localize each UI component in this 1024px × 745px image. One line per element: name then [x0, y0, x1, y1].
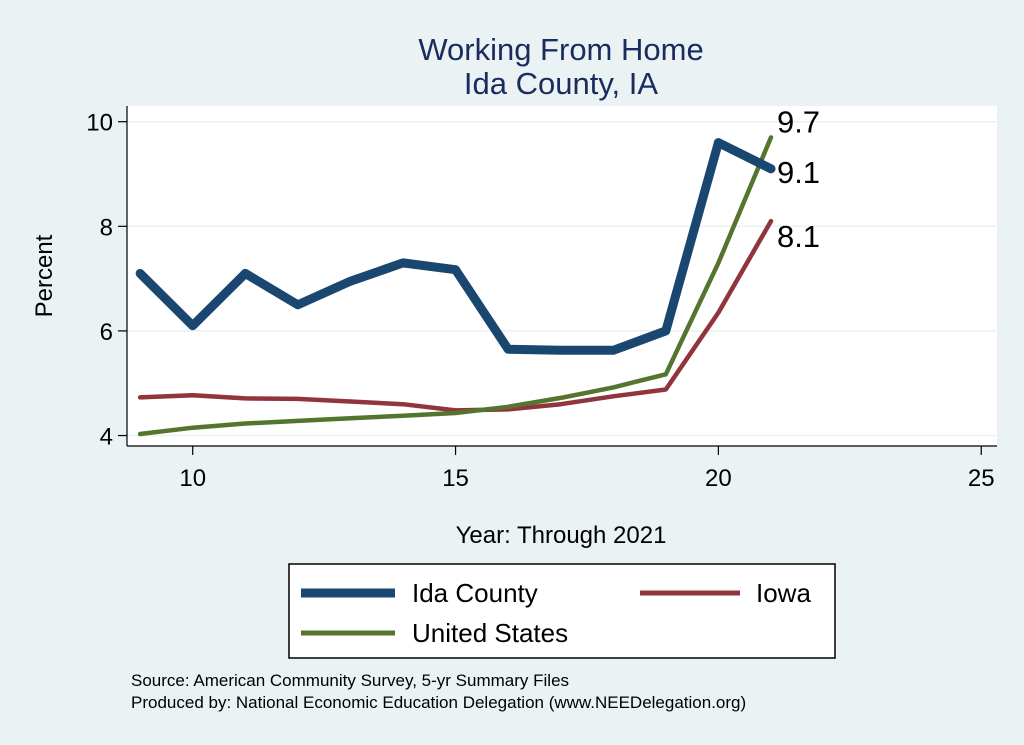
end-label-ida-county: 9.1 [777, 155, 820, 190]
x-tick-label: 10 [179, 465, 206, 492]
y-tick-label: 6 [100, 319, 113, 346]
axes: 4 6 8 10 10 15 20 25 [86, 106, 997, 492]
x-tick-label: 15 [442, 465, 469, 492]
chart-title-line-1: Working From Home [418, 32, 703, 67]
legend-box [288, 563, 836, 659]
gridlines [127, 120, 997, 437]
y-axis-label: Percent [31, 234, 58, 317]
source-note: Source: American Community Survey, 5-yr … [131, 671, 569, 690]
legend-label-united-states: United States [412, 618, 568, 648]
x-tick-label: 20 [705, 465, 732, 492]
y-tick-label: 10 [86, 110, 113, 137]
series-lines [135, 135, 776, 437]
x-tick-label: 25 [968, 465, 995, 492]
legend-label-iowa: Iowa [756, 578, 811, 608]
producer-note: Produced by: National Economic Education… [131, 693, 746, 712]
series-line-iowa [137, 218, 774, 413]
y-tick-label: 4 [100, 424, 113, 451]
chart-title-line-2: Ida County, IA [464, 66, 658, 101]
end-label-iowa: 8.1 [777, 219, 820, 254]
legend-label-ida-county: Ida County [412, 578, 538, 608]
series-line-united-states [137, 135, 774, 437]
end-labels: 9.1 8.1 9.7 [777, 104, 820, 254]
series-line-ida-county [135, 138, 776, 355]
end-label-united-states: 9.7 [777, 104, 820, 139]
plot-area [127, 106, 997, 446]
legend: Ida County Iowa United States [288, 563, 836, 659]
x-axis-label: Year: Through 2021 [456, 522, 667, 549]
y-tick-label: 8 [100, 214, 113, 241]
